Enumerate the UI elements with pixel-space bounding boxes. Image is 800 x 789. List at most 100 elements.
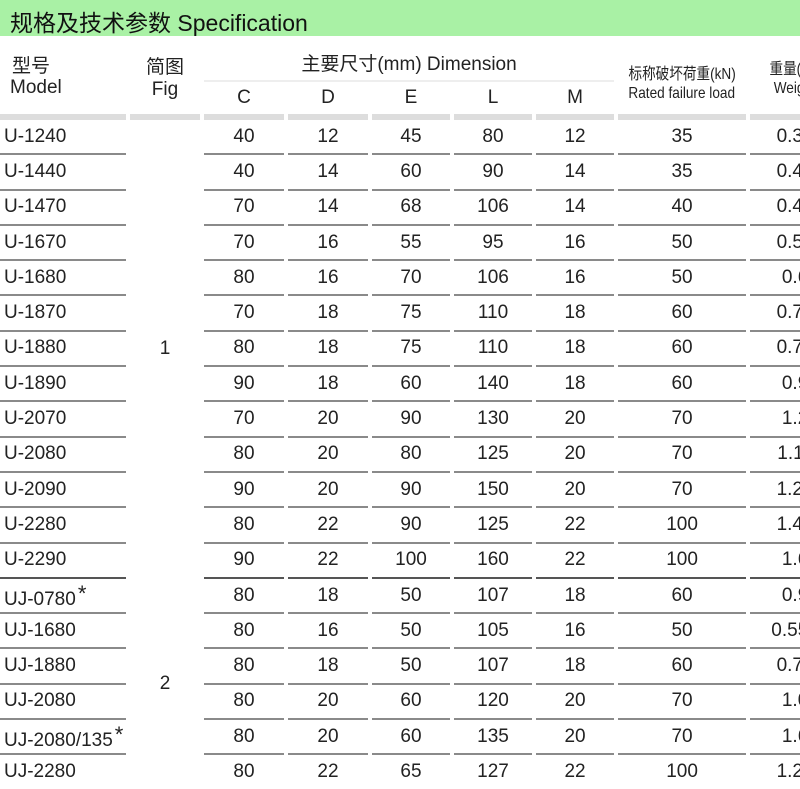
weight-cell: 0.78 <box>750 296 800 332</box>
model-cell: U-2080 <box>0 438 126 473</box>
l-cell: 95 <box>454 226 532 262</box>
model-name: UJ-2080/135 <box>4 729 113 751</box>
l-cell: 106 <box>454 261 532 297</box>
header-load-en: Rated failure load <box>628 85 736 102</box>
load-cell: 60 <box>618 579 747 615</box>
header-dimension: 主要尺寸(mm) Dimension <box>204 40 615 82</box>
m-cell: 20 <box>536 438 615 473</box>
model-name: U-2290 <box>4 549 67 571</box>
header-d: D <box>321 87 335 108</box>
m-cell: 18 <box>536 367 615 403</box>
model-name: U-1870 <box>4 302 67 324</box>
model-cell: U-1680 <box>0 261 126 297</box>
c-cell: 70 <box>204 296 284 332</box>
header-load: 标称破坏荷重(kN) Rated failure load <box>618 40 746 114</box>
model-name: U-1880 <box>4 337 67 359</box>
model-name: U-2090 <box>4 478 67 500</box>
c-cell: 90 <box>204 367 284 403</box>
table-row: UJ-2280 80 22 65 127 22 100 1.26 <box>0 755 800 788</box>
m-cell: 20 <box>536 402 615 438</box>
model-name: U-2080 <box>4 443 67 465</box>
m-cell: 14 <box>536 155 615 191</box>
model-cell: UJ-2280 <box>0 755 126 788</box>
model-name: U-1670 <box>4 231 67 253</box>
model-name: U-1470 <box>4 196 67 218</box>
model-cell: UJ-1880 <box>0 649 126 685</box>
load-cell: 70 <box>618 473 747 509</box>
load-cell: 100 <box>618 544 747 579</box>
d-cell: 18 <box>288 649 368 685</box>
weight-cell: 0.43 <box>750 191 800 226</box>
model-cell: UJ-2080 <box>0 685 126 721</box>
load-cell: 60 <box>618 649 747 685</box>
header-model-cn: 型号 <box>12 56 51 77</box>
load-cell: 60 <box>618 296 747 332</box>
l-cell: 127 <box>477 760 509 782</box>
m-cell: 20 <box>536 685 615 721</box>
l-cell: 110 <box>454 332 532 368</box>
header-model-en: Model <box>10 77 62 98</box>
fig-cell: 2 <box>159 672 171 694</box>
l-cell: 80 <box>454 120 532 156</box>
weight-cell: 1.26 <box>776 760 800 782</box>
m-cell: 18 <box>536 649 615 685</box>
m-cell: 16 <box>536 614 615 650</box>
model-name: U-1240 <box>4 125 67 147</box>
e-cell: 80 <box>372 438 450 473</box>
weight-cell: 0.79 <box>750 332 800 368</box>
load-cell: 100 <box>666 760 698 782</box>
model-name: U-2280 <box>4 513 67 535</box>
d-cell: 20 <box>288 402 368 438</box>
e-cell: 68 <box>372 191 450 226</box>
d-cell: 18 <box>288 367 368 403</box>
model-name: UJ-2280 <box>4 760 76 782</box>
load-cell: 100 <box>618 508 747 544</box>
c-cell: 80 <box>204 579 284 615</box>
m-cell: 12 <box>536 120 615 156</box>
load-cell: 35 <box>618 120 747 156</box>
header-weight-cn: 重量(kg) <box>769 61 800 78</box>
model-name: UJ-1680 <box>4 619 76 641</box>
l-cell: 105 <box>454 614 532 650</box>
asterisk-mark: * <box>77 580 87 606</box>
d-cell: 18 <box>288 579 368 615</box>
header-load-cn: 标称破坏荷重(kN) <box>628 66 736 83</box>
e-cell: 60 <box>372 685 450 721</box>
load-cell: 70 <box>618 438 747 473</box>
e-cell: 60 <box>372 720 450 756</box>
m-cell: 18 <box>536 296 615 332</box>
m-cell: 20 <box>536 720 615 756</box>
e-cell: 75 <box>372 296 450 332</box>
weight-cell: 1.6 <box>750 544 800 579</box>
model-cell: UJ-2080/135* <box>0 720 126 756</box>
model-name: U-1890 <box>4 372 67 394</box>
header-weight: 重量(kg) Weight <box>750 40 800 114</box>
load-cell: 70 <box>618 720 747 756</box>
model-cell: U-1890 <box>0 367 126 403</box>
d-cell: 16 <box>288 261 368 297</box>
load-cell: 50 <box>618 226 747 262</box>
weight-cell: 1.11 <box>750 438 800 473</box>
e-cell: 90 <box>372 473 450 509</box>
c-cell: 90 <box>204 544 284 579</box>
c-cell: 70 <box>204 402 284 438</box>
model-cell: UJ-0780* <box>0 579 126 615</box>
table-body: U-124014012458012350.38U-144040146090143… <box>0 120 800 789</box>
weight-cell: 0.38 <box>750 120 800 156</box>
e-cell: 50 <box>372 579 450 615</box>
header-fig-cn: 简图 <box>145 57 184 78</box>
header-divider <box>0 114 800 120</box>
l-cell: 130 <box>454 402 532 438</box>
c-cell: 80 <box>204 649 284 685</box>
d-cell: 20 <box>288 720 368 756</box>
model-cell: U-1880 <box>0 332 126 368</box>
weight-cell: 1.42 <box>750 508 800 544</box>
c-cell: 80 <box>204 508 284 544</box>
d-cell: 16 <box>288 226 368 262</box>
l-cell: 125 <box>454 438 532 473</box>
